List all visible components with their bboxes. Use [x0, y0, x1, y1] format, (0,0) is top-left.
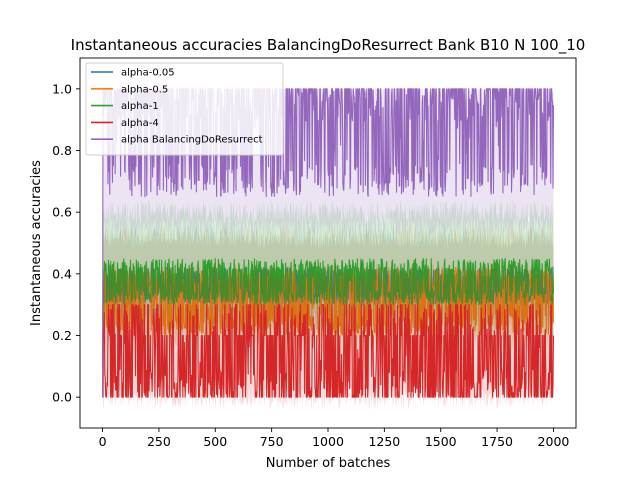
y-tick-label: 0.4: [52, 266, 72, 281]
legend-label: alpha-4: [121, 118, 159, 129]
x-tick-label: 1000: [312, 434, 344, 449]
x-tick-label: 1250: [368, 434, 400, 449]
y-tick-label: 0.0: [52, 390, 72, 405]
legend: alpha-0.05 alpha-0.5 alpha-1 alpha-4 alpha B…: [85, 62, 284, 156]
series-line-4: [102, 304, 554, 398]
legend-label: alpha-0.5: [121, 84, 168, 95]
x-tick-label: 0: [99, 434, 107, 449]
plot-area: [102, 88, 554, 410]
y-tick-label: 0.2: [52, 328, 72, 343]
x-tick-label: 1500: [425, 434, 457, 449]
x-tick-label: 2000: [538, 434, 570, 449]
series-line-3: [102, 257, 554, 398]
axis-ticks: 0 250 500 750 1000 1250 1500 1750 2000 0.0 0.2 0.4 0…: [52, 81, 569, 449]
legend-label: alpha-0.05: [121, 68, 175, 79]
y-tick-label: 0.6: [52, 205, 72, 220]
series-line-5: [102, 88, 554, 398]
x-tick-label: 750: [260, 434, 284, 449]
x-tick-label: 500: [203, 434, 227, 449]
legend-label: alpha BalancingDoResurrect: [121, 135, 263, 146]
chart-title: Instantaneous accuracies BalancingDoResu…: [71, 36, 586, 55]
y-axis-title: Instantaneous accuracies: [29, 160, 44, 326]
y-tick-label: 0.8: [52, 143, 72, 158]
legend-box: [85, 62, 284, 156]
x-axis-title: Number of batches: [266, 456, 391, 471]
legend-label: alpha-1: [121, 101, 159, 112]
x-tick-label: 1750: [481, 434, 513, 449]
x-tick-label: 250: [147, 434, 171, 449]
y-tick-label: 1.0: [52, 81, 72, 96]
